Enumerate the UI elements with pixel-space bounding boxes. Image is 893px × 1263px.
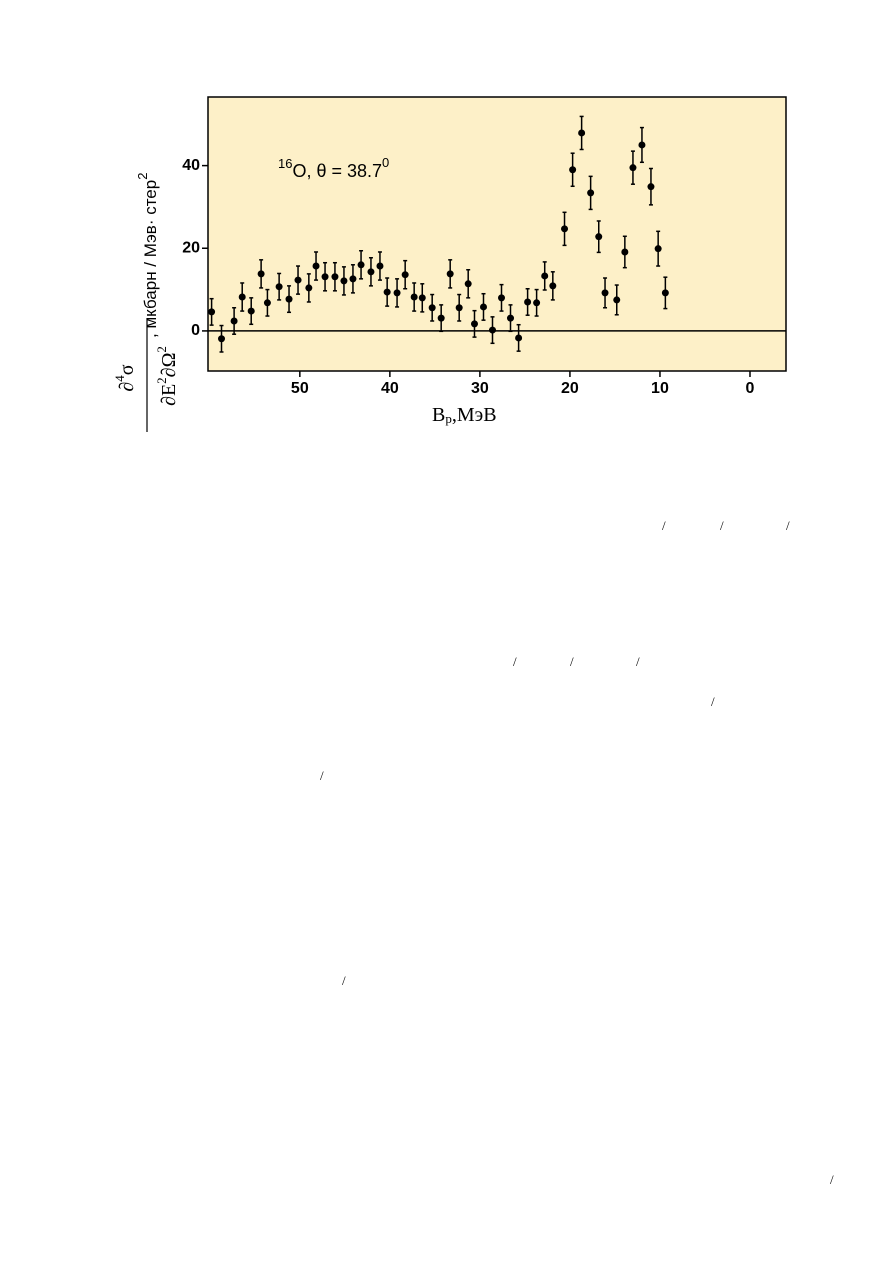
data-point	[218, 335, 226, 343]
data-point	[446, 270, 454, 278]
stray-mark: /	[320, 768, 324, 783]
stray-mark: /	[711, 694, 715, 709]
data-point	[621, 248, 629, 256]
data-point	[208, 308, 216, 316]
y-tick-label: 0	[191, 322, 200, 339]
data-point	[524, 298, 532, 306]
annotation-mass: 16	[278, 156, 292, 171]
data-point	[578, 129, 586, 137]
y-label-numerator: ∂4σ	[112, 364, 138, 391]
data-point	[376, 262, 384, 270]
data-point	[410, 293, 418, 301]
data-point	[257, 270, 265, 278]
x-tick-label: 20	[561, 380, 579, 397]
data-point	[455, 304, 463, 312]
y-label-denominator: ∂E2∂Ω2	[154, 346, 180, 406]
data-point	[312, 262, 320, 270]
data-point	[340, 277, 348, 285]
y-label-units: , мкбарн / Мэв· стер2	[135, 173, 160, 338]
data-point	[305, 284, 313, 292]
data-point	[654, 245, 662, 253]
stray-mark: /	[513, 654, 517, 669]
data-point	[321, 273, 329, 281]
data-point	[418, 294, 426, 302]
y-den: ∂E	[158, 384, 180, 406]
data-point	[613, 296, 621, 304]
stray-mark: /	[570, 654, 574, 669]
stray-mark: /	[636, 654, 640, 669]
y-units: , мкбарн / Мэв· стер	[141, 180, 160, 338]
y-den-mid: ∂Ω	[158, 353, 180, 378]
x-label-rest: ,МэВ	[452, 404, 497, 426]
x-tick-label: 40	[381, 380, 399, 397]
data-point	[275, 283, 283, 291]
plot: 0 20 40 50 40 30 20 10 0	[182, 96, 787, 397]
x-tick-label: 0	[746, 380, 755, 397]
data-point	[383, 288, 391, 296]
x-tick-label: 10	[651, 380, 669, 397]
data-point	[428, 304, 436, 312]
data-point	[331, 273, 339, 281]
y-num-tail: σ	[116, 364, 138, 375]
data-point	[541, 272, 549, 280]
data-point	[498, 294, 506, 302]
y-axis-label: ∂4σ ∂E2∂Ω2 , мкбарн / Мэв· стер2	[112, 173, 180, 432]
data-point	[230, 317, 238, 325]
stray-mark: /	[786, 518, 790, 533]
x-tick-label: 50	[291, 380, 309, 397]
data-point	[437, 314, 445, 322]
data-point	[661, 289, 669, 297]
y-den-sup2: 2	[154, 346, 169, 353]
data-point	[357, 261, 365, 269]
data-point	[647, 183, 655, 191]
data-point	[488, 326, 496, 334]
stray-marks: / / / / / / / / / /	[320, 518, 834, 1187]
data-point	[549, 282, 557, 290]
x-tick-label: 30	[471, 380, 489, 397]
data-point	[629, 164, 637, 172]
data-point	[561, 225, 569, 233]
data-point	[401, 271, 409, 279]
y-num-sup: 4	[112, 375, 127, 382]
stray-mark: /	[342, 973, 346, 988]
x-label-main: B	[432, 404, 445, 426]
plot-area	[207, 96, 787, 372]
data-point	[569, 166, 577, 174]
data-point	[587, 189, 595, 197]
data-point	[595, 233, 603, 241]
y-den-sup1: 2	[154, 377, 169, 384]
x-axis-label: Bp,МэВ	[432, 404, 497, 426]
data-point	[238, 293, 246, 301]
data-point	[515, 334, 523, 342]
data-point	[393, 289, 401, 297]
data-point	[247, 307, 255, 315]
data-point	[294, 276, 302, 284]
y-tick-label: 20	[182, 239, 200, 256]
y-num: ∂	[116, 382, 138, 392]
data-point	[533, 299, 541, 307]
data-point	[507, 314, 515, 322]
annotation-sup: 0	[382, 155, 389, 170]
data-point	[601, 289, 609, 297]
stray-mark: /	[720, 518, 724, 533]
data-point	[367, 268, 375, 276]
data-point	[464, 280, 472, 288]
stray-mark: /	[662, 518, 666, 533]
x-label-sub: p	[445, 411, 452, 426]
y-tick-label: 40	[182, 157, 200, 174]
data-point	[349, 275, 357, 283]
data-point	[470, 320, 478, 328]
annotation-text: O, θ = 38.7	[292, 161, 382, 181]
data-point	[263, 299, 271, 307]
data-point	[638, 141, 646, 149]
annotation: 16O, θ = 38.70	[278, 155, 389, 180]
stray-mark: /	[830, 1172, 834, 1187]
data-point	[285, 295, 293, 303]
data-point	[479, 303, 487, 311]
y-units-sup: 2	[135, 173, 150, 180]
